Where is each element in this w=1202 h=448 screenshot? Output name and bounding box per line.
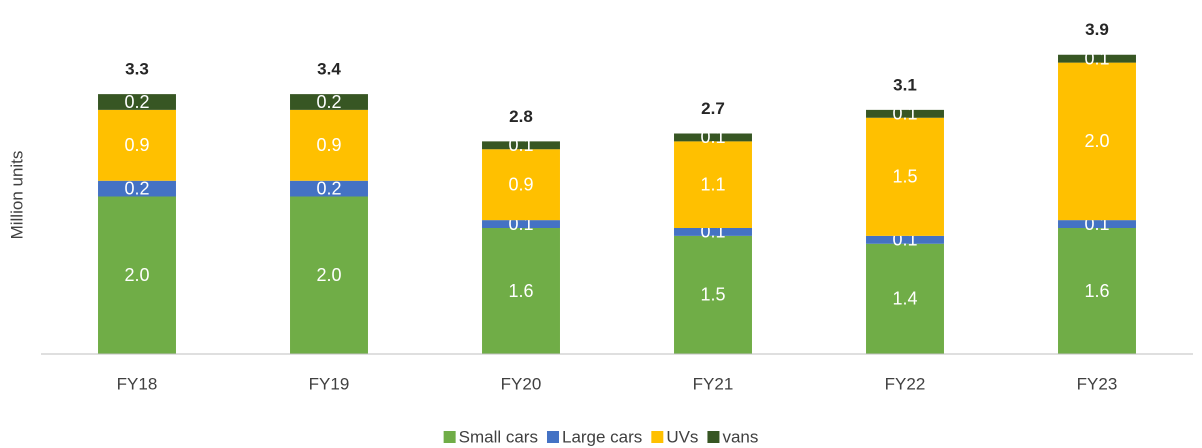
bar-segment xyxy=(674,228,752,236)
data-label: 0.1 xyxy=(508,135,533,155)
y-axis-label: Million units xyxy=(7,151,26,240)
bar-segment xyxy=(1058,62,1136,221)
bar-segment xyxy=(482,141,560,150)
x-tick-label: FY19 xyxy=(309,374,350,393)
bar-segment xyxy=(482,228,560,354)
bar-segment xyxy=(98,94,176,110)
data-label: 0.1 xyxy=(700,127,725,147)
data-label: 1.5 xyxy=(700,285,725,305)
data-label: 0.2 xyxy=(316,178,341,198)
data-label: 1.6 xyxy=(1084,281,1109,301)
bar-segment xyxy=(98,196,176,354)
x-tick-label: FY23 xyxy=(1077,374,1118,393)
bar-segment xyxy=(290,196,368,354)
bar-segment xyxy=(866,109,944,118)
legend-swatch xyxy=(546,431,559,443)
bar-segment xyxy=(1058,54,1136,63)
data-label: 0.2 xyxy=(316,92,341,112)
x-tick-label: FY18 xyxy=(117,374,158,393)
total-label: 3.4 xyxy=(317,60,341,79)
x-tick-label: FY21 xyxy=(693,374,734,393)
bar-segment xyxy=(290,94,368,110)
bar-segment xyxy=(482,220,560,228)
data-label: 1.1 xyxy=(700,174,725,194)
data-label: 2.0 xyxy=(124,265,149,285)
bar-segment xyxy=(674,133,752,142)
legend-label: Large cars xyxy=(562,427,642,446)
legend-swatch xyxy=(707,431,720,443)
bar-segment xyxy=(866,235,944,244)
x-tick-label: FY22 xyxy=(885,374,926,393)
bar-segment xyxy=(866,117,944,236)
bar-segment xyxy=(290,180,368,197)
total-label: 3.3 xyxy=(125,60,149,79)
total-label: 2.8 xyxy=(509,107,533,126)
total-label: 2.7 xyxy=(701,99,725,118)
bar-segment xyxy=(1058,220,1136,228)
legend-label: vans xyxy=(722,427,758,446)
data-label: 1.5 xyxy=(892,167,917,187)
bar-segment xyxy=(98,180,176,197)
data-label: 1.6 xyxy=(508,281,533,301)
data-label: 0.1 xyxy=(892,104,917,124)
data-label: 0.2 xyxy=(124,178,149,198)
total-label: 3.9 xyxy=(1085,20,1109,39)
data-label: 0.9 xyxy=(316,135,341,155)
data-label: 2.0 xyxy=(316,265,341,285)
bar-segment xyxy=(866,243,944,354)
data-label: 2.0 xyxy=(1084,131,1109,151)
bar-segment xyxy=(98,109,176,181)
legend-swatch xyxy=(651,431,664,443)
bar-segment xyxy=(674,141,752,228)
legend-label: UVs xyxy=(666,427,698,446)
data-label: 0.9 xyxy=(124,135,149,155)
bar-segment xyxy=(482,149,560,221)
bar-segment xyxy=(290,109,368,181)
bar-segment xyxy=(674,235,752,354)
bar-segment xyxy=(1058,228,1136,354)
legend-swatch xyxy=(443,431,456,443)
data-label: 0.1 xyxy=(1084,48,1109,68)
total-label: 3.1 xyxy=(893,75,917,94)
data-label: 0.2 xyxy=(124,92,149,112)
data-label: 1.4 xyxy=(892,289,917,309)
legend-label: Small cars xyxy=(459,427,538,446)
x-tick-label: FY20 xyxy=(501,374,542,393)
data-label: 0.9 xyxy=(508,174,533,194)
